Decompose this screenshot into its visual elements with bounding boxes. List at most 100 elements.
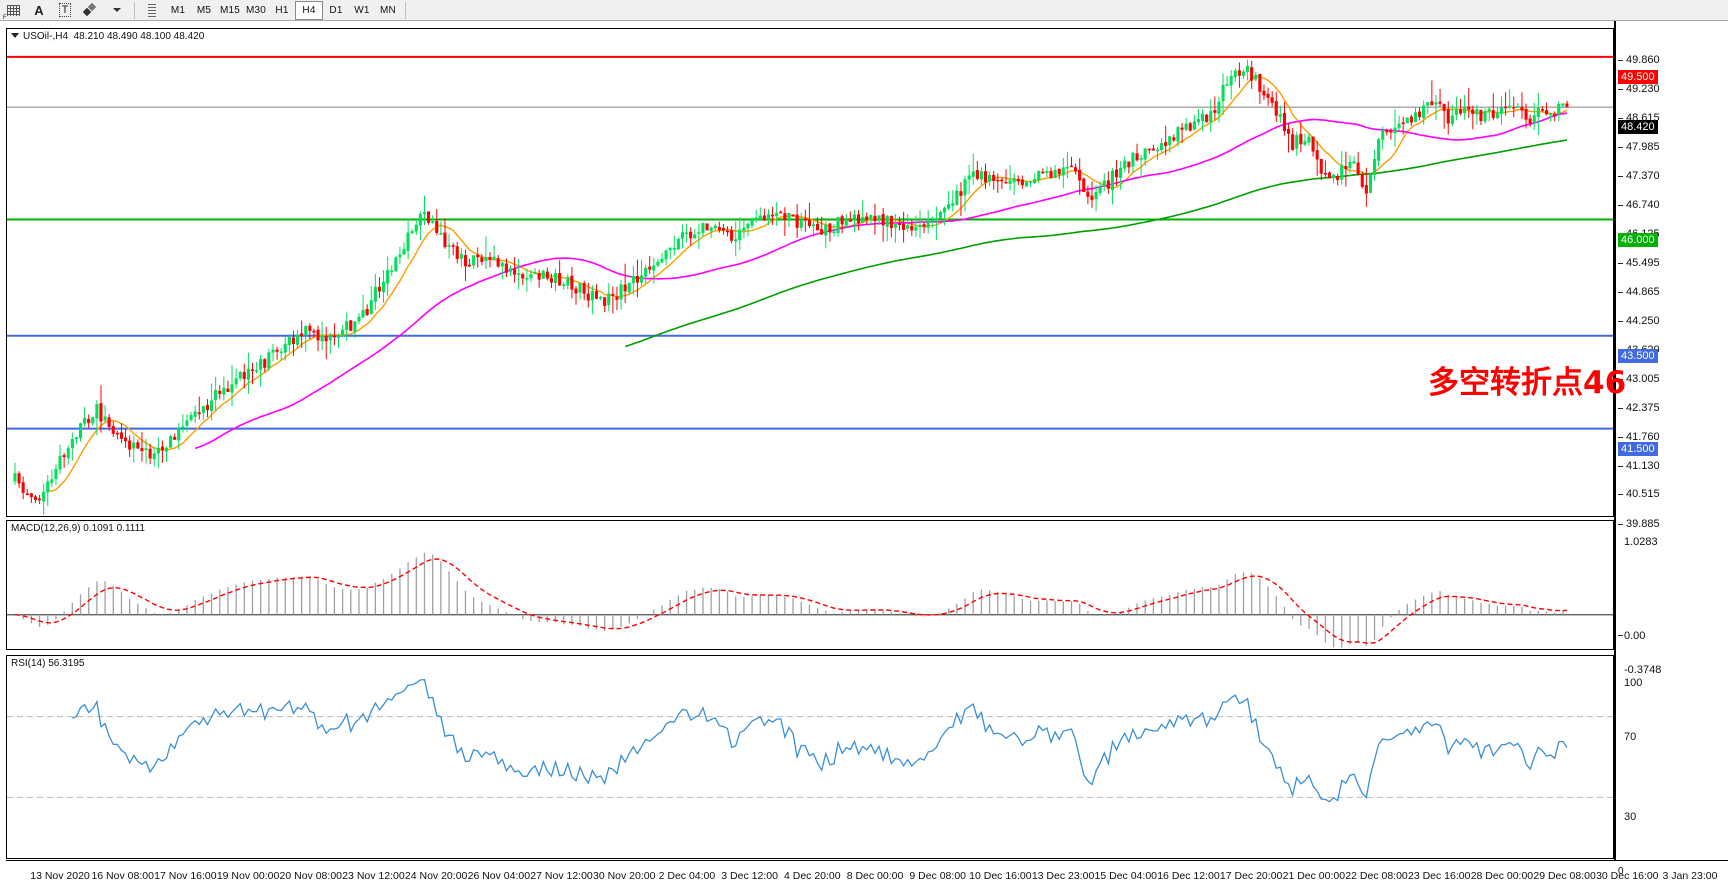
scale-tick-label: 42.375 — [1626, 401, 1660, 414]
time-axis-label: 8 Dec 00:00 — [846, 870, 904, 882]
macd-pane[interactable]: MACD(12,26,9) 0.1091 0.1111 — [6, 520, 1614, 650]
scale-tick-mark — [1618, 205, 1623, 207]
collapse-caret-icon[interactable] — [11, 33, 19, 38]
price-scale[interactable]: 49.86049.23048.61547.98547.37046.74046.1… — [1614, 21, 1728, 890]
macd-tick-mark — [1618, 634, 1623, 636]
time-axis-label: 16 Nov 08:00 — [91, 870, 154, 882]
scale-tick-label: 41.130 — [1626, 459, 1660, 472]
scale-tick-label: 41.760 — [1626, 430, 1660, 443]
time-axis[interactable]: 13 Nov 2020 16 Nov 08:00 17 Nov 16:00 19 No… — [0, 860, 1728, 890]
time-axis-label: 19 Nov 00:00 — [216, 870, 280, 882]
scale-tick-mark — [1618, 89, 1623, 91]
tab-timeframe-h1[interactable]: H1 — [275, 4, 289, 16]
rsi-scale-label: 100 — [1624, 677, 1643, 689]
grid-f-icon[interactable]: F — [0, 1, 26, 21]
time-axis-label: 24 Nov 20:00 — [404, 870, 468, 882]
scale-tick-label: 43.005 — [1626, 372, 1660, 385]
tab-timeframe-m30[interactable]: M30 — [245, 4, 267, 16]
scale-tick-label: 49.230 — [1626, 83, 1660, 96]
scale-tick-label: 47.370 — [1626, 169, 1660, 182]
dropdown-caret-icon[interactable] — [104, 1, 130, 20]
time-axis-label: 28 Dec 00:00 — [1470, 870, 1534, 882]
level-tag-43500[interactable]: 43.500 — [1618, 348, 1658, 363]
time-axis-line — [6, 860, 1728, 861]
time-axis-label: 2 Dec 04:00 — [658, 870, 716, 882]
scale-tick-mark — [1618, 494, 1623, 496]
tab-timeframe-m15[interactable]: M15 — [219, 4, 241, 16]
price-pane[interactable]: USOil-,H4 48.210 48.490 48.100 48.420 — [6, 28, 1614, 517]
scale-tick-label: 45.495 — [1626, 256, 1660, 269]
time-axis-label: 30 Dec 16:00 — [1596, 870, 1659, 882]
level-tag-41500[interactable]: 41.500 — [1618, 441, 1658, 456]
level-tag-49500[interactable]: 49.500 — [1618, 69, 1658, 84]
scale-tick-label: 44.865 — [1626, 286, 1660, 299]
rsi-label: RSI(14) 56.3195 — [11, 658, 85, 669]
scale-tick-label: 44.250 — [1626, 314, 1660, 327]
macd-chart-svg — [7, 552, 1613, 648]
toolbar-empty-area — [410, 0, 1728, 21]
time-axis-label: 17 Dec 20:00 — [1219, 870, 1283, 882]
rsi-chart-svg — [7, 678, 1613, 803]
time-axis-label: 15 Dec 04:00 — [1094, 870, 1157, 882]
time-axis-label: 9 Dec 08:00 — [909, 870, 966, 882]
scale-tick-mark — [1618, 523, 1623, 525]
tab-timeframe-m5[interactable]: M5 — [196, 4, 212, 16]
time-axis-label: 13 Dec 23:00 — [1031, 870, 1095, 882]
scale-tick-mark — [1618, 118, 1623, 119]
scale-tick-label: 49.860 — [1626, 54, 1660, 67]
scale-tick-mark — [1618, 320, 1623, 322]
time-axis-label: 22 Dec 08:00 — [1345, 870, 1408, 882]
scale-tick-mark — [1618, 175, 1623, 177]
level-tag-46000[interactable]: 46.000 — [1618, 232, 1658, 247]
time-axis-label: 3 Jan 23:00 — [1662, 870, 1718, 882]
macd-scale-label: 0.00 — [1624, 629, 1646, 642]
time-axis-label: 27 Nov 12:00 — [530, 870, 593, 882]
symbol-ohlc: 48.210 48.490 48.100 48.420 — [73, 31, 205, 42]
period-separator-icon — [139, 1, 165, 20]
text-label-icon[interactable]: T — [52, 1, 78, 20]
time-axis-label: 23 Dec 16:00 — [1407, 870, 1471, 882]
scale-tick-mark — [1618, 436, 1623, 438]
objects-icon[interactable] — [78, 1, 104, 20]
scale-tick-mark — [1618, 465, 1623, 467]
price-chart-svg — [7, 55, 1613, 515]
rsi-pane[interactable]: RSI(14) 56.3195 — [6, 655, 1614, 859]
time-axis-label: 23 Nov 12:00 — [342, 870, 405, 882]
tab-timeframe-w1[interactable]: W1 — [354, 4, 370, 16]
tab-timeframe-h4[interactable]: H4 — [295, 0, 323, 20]
macd-label: MACD(12,26,9) 0.1091 0.1111 — [11, 523, 145, 534]
scale-tick-mark — [1618, 60, 1623, 62]
price-tag-current[interactable]: 48.420 — [1618, 120, 1658, 135]
time-axis-label: 4 Dec 20:00 — [783, 870, 841, 882]
toolbar-divider — [134, 1, 135, 19]
scale-tick-mark — [1618, 292, 1623, 294]
time-axis-label: 30 Nov 20:00 — [592, 870, 656, 882]
toolbar: F A T M1 M5 M15 M30 H1 H4 D1 W1 MN — [0, 0, 1728, 21]
time-axis-label: 16 Dec 12:00 — [1157, 870, 1220, 882]
macd-scale-label: 1.0283 — [1624, 536, 1658, 548]
toolbar-divider-2 — [405, 1, 406, 19]
text-A-icon[interactable]: A — [34, 2, 44, 18]
scale-axis-line — [1614, 21, 1616, 890]
scale-tick-label: 39.885 — [1626, 517, 1660, 530]
chinese-annotation: 多空转折点46 — [1428, 365, 1627, 401]
tab-timeframe-d1[interactable]: D1 — [329, 4, 343, 16]
time-axis-label: 26 Nov 04:00 — [467, 870, 531, 882]
scale-tick-mark — [1618, 262, 1623, 264]
scale-tick-label: 40.515 — [1626, 488, 1660, 501]
time-axis-label: 17 Nov 16:00 — [154, 870, 217, 882]
time-axis-label: 13 Nov 2020 — [30, 870, 90, 882]
symbol-ohlc-label: USOil-,H4 48.210 48.490 48.100 48.420 — [11, 31, 204, 42]
time-axis-label: 29 Dec 08:00 — [1533, 870, 1596, 882]
scale-tick-label: 47.985 — [1626, 141, 1660, 154]
scale-tick-mark — [1618, 378, 1623, 380]
tab-timeframe-m1[interactable]: M1 — [170, 4, 186, 16]
tab-timeframe-mn[interactable]: MN — [380, 4, 396, 16]
macd-scale-label: -0.3748 — [1624, 664, 1662, 676]
chart-frame: USOil-,H4 48.210 48.490 48.100 48.420 MA… — [0, 21, 1728, 890]
rsi-zero-label: 0 — [1618, 866, 1624, 877]
time-axis-label: 21 Dec 00:00 — [1282, 870, 1346, 882]
time-axis-label: 10 Dec 16:00 — [969, 870, 1032, 882]
time-axis-label: 3 Dec 12:00 — [721, 870, 778, 882]
